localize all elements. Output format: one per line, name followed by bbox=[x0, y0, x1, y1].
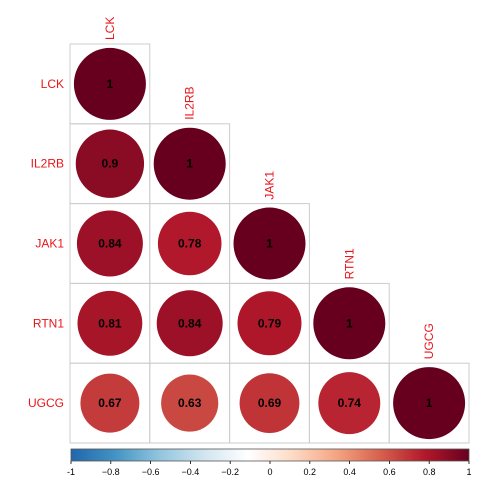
row-label-lck: LCK bbox=[41, 77, 64, 91]
correlation-value: 0.78 bbox=[178, 237, 202, 251]
correlation-cells: 1 0.9 1 0.84 0.78 1 0.81 0.84 0.79 1 0.67 0.63 0.69 0… bbox=[69, 43, 470, 444]
correlation-value: 0.81 bbox=[98, 316, 122, 330]
correlation-circle bbox=[161, 374, 219, 432]
row-label-ugcg: UGCG bbox=[28, 396, 64, 410]
color-legend-tick-label: 0.6 bbox=[383, 467, 396, 477]
row-label-jak1: JAK1 bbox=[35, 237, 64, 251]
color-legend-tick-label: -1 bbox=[67, 467, 75, 477]
correlation-circle bbox=[393, 367, 466, 440]
cell-ugcg-ugcg bbox=[388, 362, 470, 444]
correlation-value: 0.84 bbox=[178, 316, 202, 330]
color-legend-tick-label: 0 bbox=[267, 467, 272, 477]
color-legend-tick-label: 1 bbox=[466, 467, 471, 477]
color-legend-tick-label: −0.4 bbox=[182, 467, 200, 477]
column-label-rtn1: RTN1 bbox=[342, 248, 356, 279]
color-legend-tick-label: 0.2 bbox=[304, 467, 317, 477]
correlation-circle bbox=[76, 210, 143, 277]
correlation-value: 0.67 bbox=[98, 396, 122, 410]
correlation-value: 0.69 bbox=[258, 396, 282, 410]
row-label-rtn1: RTN1 bbox=[33, 316, 64, 330]
column-label-il2rb: IL2RB bbox=[183, 86, 197, 119]
correlation-value: 0.79 bbox=[258, 316, 282, 330]
correlation-circle bbox=[237, 291, 302, 356]
correlation-circle bbox=[153, 127, 226, 200]
correlation-circle bbox=[156, 290, 223, 357]
row-labels: LCK IL2RB JAK1 RTN1 UGCG bbox=[28, 77, 64, 410]
correlation-circle bbox=[233, 207, 306, 280]
color-legend: -1 −0.8 −0.6 −0.4 −0.2 0 0.2 0.4 0.6 0.8 1 bbox=[67, 448, 472, 477]
correlation-circle bbox=[75, 129, 145, 198]
correlation-value: 1 bbox=[346, 316, 353, 330]
row-label-il2rb: IL2RB bbox=[31, 157, 64, 171]
correlation-value: 0.74 bbox=[338, 396, 362, 410]
color-legend-tick-label: −0.2 bbox=[221, 467, 239, 477]
color-legend-bar bbox=[70, 448, 470, 462]
correlation-circle bbox=[313, 287, 386, 360]
correlation-value: 0.63 bbox=[178, 396, 202, 410]
column-label-lck: LCK bbox=[103, 17, 117, 40]
correlation-value: 1 bbox=[107, 77, 114, 91]
correlation-value: 0.9 bbox=[102, 157, 119, 171]
correlation-circle bbox=[77, 290, 143, 356]
color-legend-ticks: -1 −0.8 −0.6 −0.4 −0.2 0 0.2 0.4 0.6 0.8 1 bbox=[67, 461, 472, 477]
column-labels: LCK IL2RB JAK1 RTN1 UGCG bbox=[103, 17, 436, 360]
correlation-value: 1 bbox=[266, 237, 273, 251]
correlation-value: 0.84 bbox=[98, 237, 122, 251]
correlation-circle bbox=[239, 373, 300, 434]
correlation-circle bbox=[73, 47, 146, 120]
color-legend-tick-label: 0.8 bbox=[423, 467, 436, 477]
color-legend-tick-label: −0.6 bbox=[142, 467, 160, 477]
column-label-ugcg: UGCG bbox=[422, 323, 436, 359]
correlation-value: 1 bbox=[426, 396, 433, 410]
color-legend-tick-label: 0.4 bbox=[343, 467, 356, 477]
correlation-circle bbox=[318, 372, 381, 435]
column-label-jak1: JAK1 bbox=[263, 171, 277, 200]
correlation-circle bbox=[157, 211, 222, 276]
color-legend-tick-label: −0.8 bbox=[102, 467, 120, 477]
correlation-circle bbox=[80, 373, 140, 433]
correlation-value: 1 bbox=[186, 157, 193, 171]
